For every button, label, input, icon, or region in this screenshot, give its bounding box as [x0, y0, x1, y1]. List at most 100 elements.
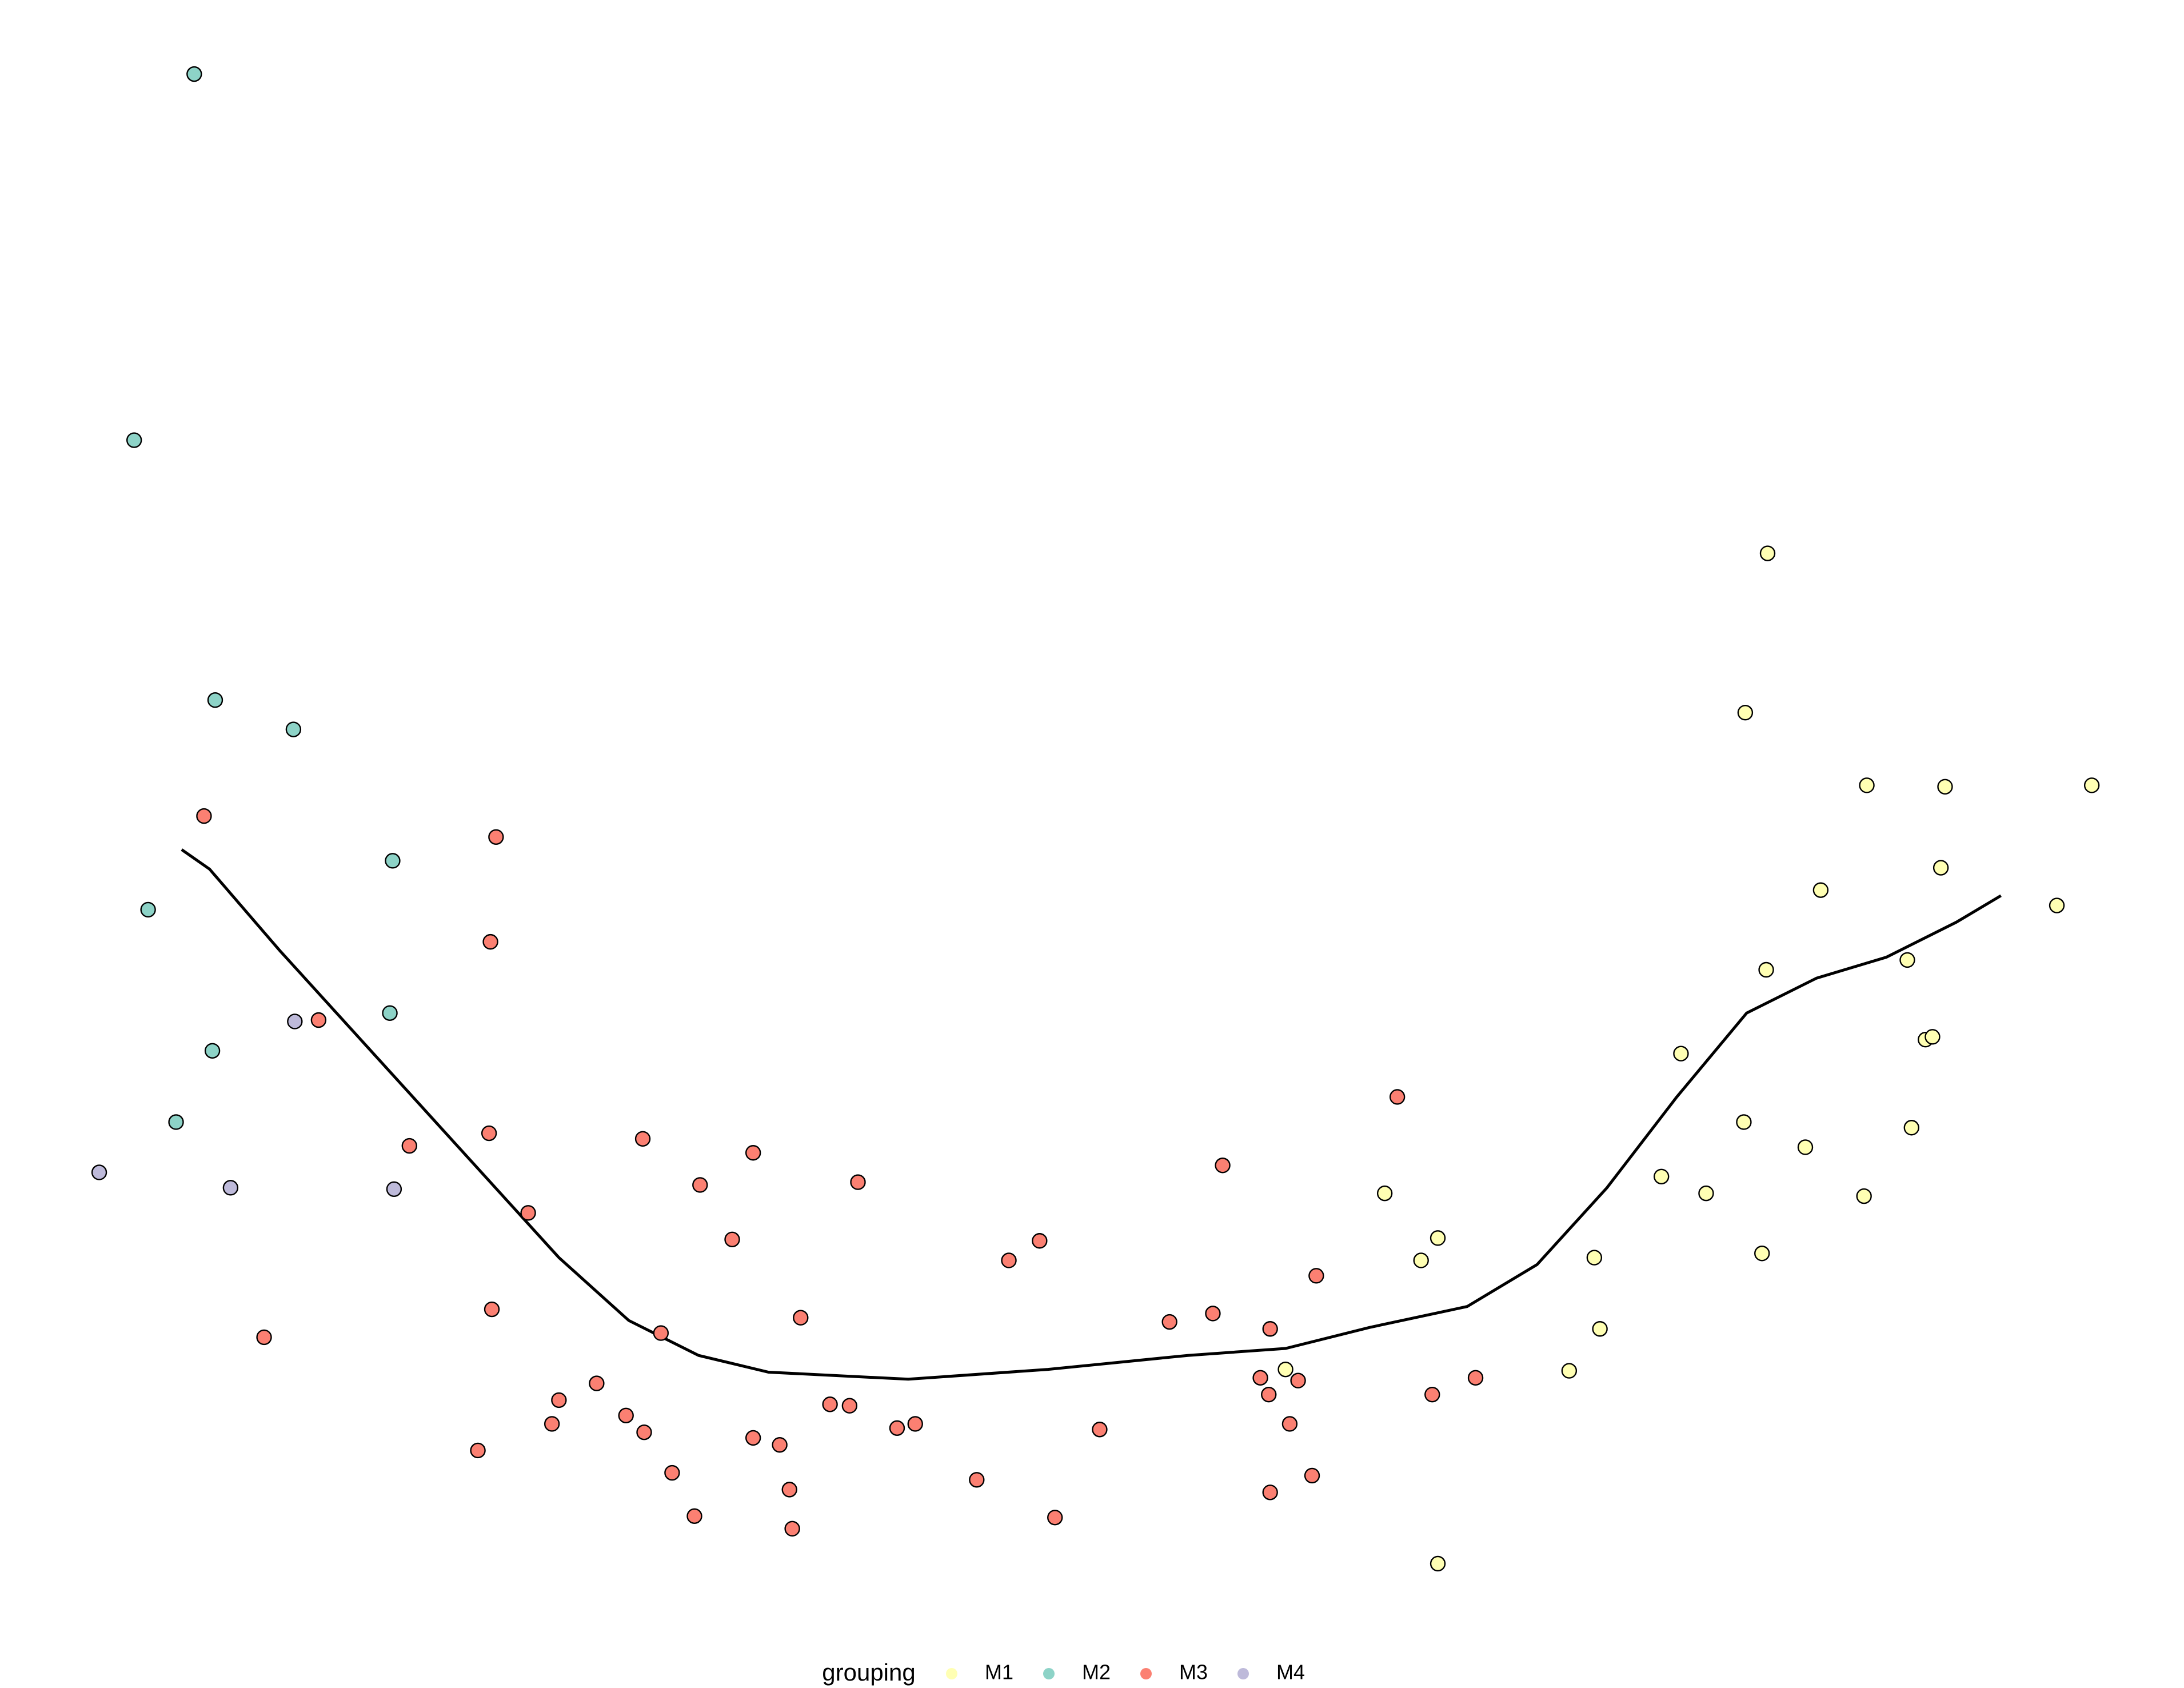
point — [636, 1424, 652, 1440]
point — [692, 1177, 708, 1193]
legend-label: M2 — [1082, 1661, 1111, 1684]
point — [186, 66, 202, 82]
point — [168, 1114, 184, 1130]
point — [841, 1398, 858, 1414]
point — [2049, 897, 2065, 913]
point — [256, 1329, 272, 1346]
point — [969, 1472, 985, 1488]
point — [1925, 1029, 1941, 1045]
trend-line — [181, 848, 2002, 1381]
point — [1389, 1089, 1406, 1105]
point — [1673, 1045, 1689, 1062]
point — [745, 1145, 761, 1161]
point — [520, 1205, 536, 1221]
legend-swatch — [1043, 1668, 1055, 1679]
point — [1032, 1233, 1048, 1249]
point — [1592, 1321, 1608, 1337]
point — [772, 1436, 788, 1453]
point — [1308, 1268, 1324, 1284]
point — [1899, 952, 1915, 968]
point — [1653, 1168, 1670, 1184]
point — [1290, 1372, 1306, 1388]
point — [1092, 1422, 1108, 1438]
point — [1859, 777, 1875, 793]
point — [1161, 1314, 1177, 1330]
point — [781, 1482, 797, 1498]
point — [488, 829, 504, 845]
point — [1001, 1252, 1017, 1268]
point — [140, 901, 156, 918]
point — [310, 1012, 327, 1028]
point — [653, 1325, 669, 1341]
point — [664, 1464, 680, 1481]
point — [1205, 1306, 1221, 1322]
point — [907, 1416, 923, 1432]
point — [724, 1231, 740, 1248]
point — [1856, 1188, 1872, 1204]
point — [1304, 1467, 1320, 1484]
point — [2083, 777, 2100, 793]
point — [482, 933, 498, 950]
point — [385, 853, 401, 869]
point — [222, 1180, 239, 1196]
point — [1903, 1120, 1919, 1136]
point — [285, 721, 302, 737]
point — [889, 1420, 905, 1436]
legend-label: M4 — [1276, 1661, 1305, 1684]
point — [1797, 1139, 1814, 1155]
point — [401, 1138, 417, 1154]
point — [686, 1508, 702, 1525]
point — [544, 1416, 560, 1432]
point — [470, 1442, 486, 1459]
point — [1376, 1185, 1393, 1202]
point — [1262, 1485, 1278, 1501]
point — [589, 1375, 605, 1391]
point — [634, 1131, 651, 1147]
point — [1277, 1361, 1293, 1378]
point — [793, 1310, 809, 1326]
point — [386, 1181, 402, 1198]
point — [1467, 1370, 1484, 1386]
legend-swatch — [1140, 1668, 1152, 1679]
point — [382, 1005, 398, 1021]
point — [784, 1521, 800, 1537]
point — [1430, 1555, 1446, 1572]
point — [1252, 1370, 1268, 1386]
point — [1424, 1386, 1440, 1403]
point — [1754, 1246, 1770, 1262]
point — [1933, 860, 1949, 876]
point — [1430, 1230, 1446, 1246]
legend-swatch — [946, 1668, 957, 1679]
point — [91, 1164, 107, 1180]
legend-label: M1 — [985, 1661, 1013, 1684]
point — [1047, 1510, 1063, 1526]
point — [484, 1301, 500, 1318]
point — [551, 1392, 567, 1408]
point — [745, 1430, 761, 1446]
point — [1698, 1185, 1714, 1202]
point — [1262, 1321, 1278, 1337]
point — [850, 1174, 866, 1190]
point — [207, 692, 223, 708]
point — [481, 1125, 497, 1142]
point — [1215, 1158, 1231, 1174]
point — [1561, 1363, 1578, 1379]
point — [1281, 1416, 1298, 1432]
point — [1812, 882, 1829, 898]
point — [1737, 705, 1754, 721]
point — [618, 1407, 634, 1424]
point — [1413, 1252, 1429, 1268]
point — [287, 1013, 303, 1029]
point — [126, 432, 142, 448]
point — [1759, 545, 1776, 561]
point — [1937, 779, 1953, 795]
point — [1261, 1386, 1277, 1403]
point — [204, 1043, 221, 1059]
point — [1736, 1114, 1752, 1130]
legend-title: grouping — [822, 1659, 915, 1686]
legend-label: M3 — [1179, 1661, 1208, 1684]
point — [196, 808, 212, 824]
point — [1758, 961, 1774, 978]
